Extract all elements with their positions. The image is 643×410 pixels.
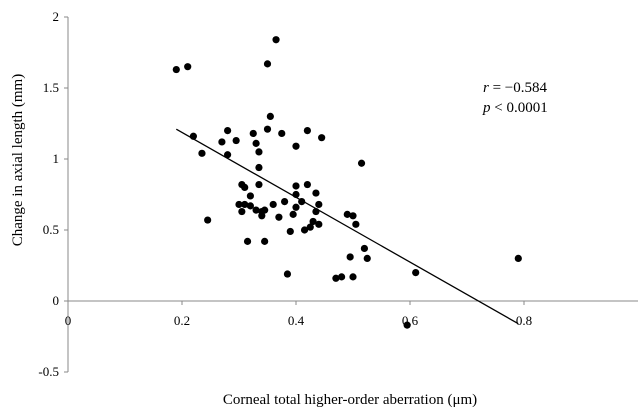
data-point [346,253,354,261]
data-point [349,273,357,281]
data-point [292,182,300,190]
data-point [338,273,346,281]
data-point [292,142,300,150]
data-point [303,180,311,189]
data-point [289,210,297,218]
correlation-annotation: r = −0.584 [483,80,548,96]
data-point [312,189,320,197]
data-point [238,207,246,216]
data-point [332,274,340,282]
data-point [172,65,180,74]
r-value: = −0.584 [489,80,548,96]
data-point [263,125,272,133]
data-point [292,203,300,211]
p-value-annotation: p < 0.0001 [482,100,548,116]
y-tick-label: 1.5 [43,80,59,95]
trendline [175,128,519,325]
data-point [315,200,323,209]
data-point [275,213,283,221]
data-point [224,127,232,135]
data-point [363,254,371,262]
y-axis-title: Change in axial length (mm) [10,74,26,246]
data-point [255,180,263,189]
data-point [360,244,368,253]
data-point [272,36,280,44]
data-point [241,200,249,209]
data-point [204,216,212,224]
data-point [300,226,309,234]
data-points [172,36,522,329]
y-tick-label: 1 [53,151,60,166]
y-tick-label: 2 [53,9,60,24]
x-tick-label: 0.2 [174,313,190,328]
r-label: r [483,80,489,96]
data-point [403,321,411,329]
data-point [252,206,260,214]
data-point [235,200,243,209]
data-point [269,200,277,209]
x-tick-label: 0.8 [516,313,532,328]
y-tick-label: 0.5 [43,222,59,237]
data-point [357,159,366,167]
p-label: p [482,100,491,116]
data-point [318,134,326,142]
data-point [309,217,317,226]
data-point [255,148,263,156]
y-tick-label: 0 [53,293,60,308]
data-point [286,227,294,236]
data-point [514,254,522,262]
data-point [184,63,192,71]
tick-labels: -0.500.511.520 0.2 0.4 0.6 0.8 [38,9,532,379]
p-value: < 0.0001 [491,100,548,116]
data-point [224,151,232,159]
data-point [243,237,252,245]
data-point [278,129,286,138]
data-point [232,136,240,145]
data-point [241,183,249,191]
data-point [249,129,257,138]
data-point [263,60,272,68]
data-point [349,212,357,220]
data-point [198,149,206,157]
data-point [281,198,289,206]
data-point [306,223,314,231]
data-point [412,269,420,277]
data-point [246,202,254,210]
data-point [218,138,226,146]
data-point [343,210,351,218]
x-axis-title: Corneal total higher-order aberration (μ… [223,392,477,408]
data-point [246,192,254,200]
data-point [261,237,269,245]
data-point [252,139,260,147]
data-point [261,206,269,214]
y-tick-label: -0.5 [38,364,59,379]
data-point [266,112,274,120]
data-point [255,163,263,172]
data-point [283,270,292,278]
data-point [315,220,323,228]
data-point [352,220,360,228]
x-tick-label: 0.4 [288,313,305,328]
data-point [303,127,311,135]
x-tick-label: 0 [65,313,72,328]
